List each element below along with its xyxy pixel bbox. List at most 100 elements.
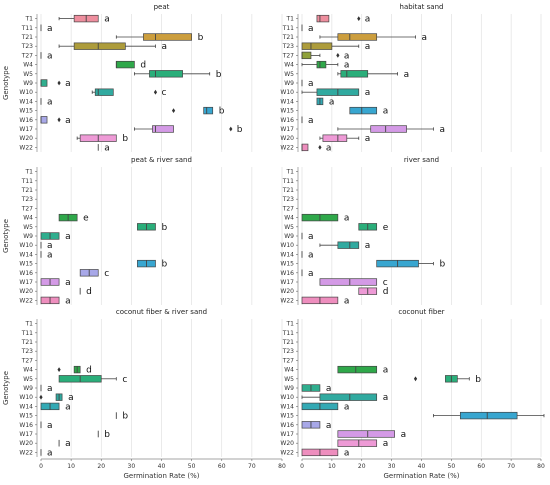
y-tick-label: W14 (280, 251, 294, 258)
y-tick-label: W22 (280, 449, 294, 456)
y-tick-label: W5 (23, 71, 33, 78)
box-W9 (41, 80, 47, 87)
y-tick-label: T1 (25, 169, 34, 176)
outlier-marker (357, 16, 360, 21)
y-tick-label: W5 (23, 376, 33, 383)
significance-letter: a (344, 296, 350, 306)
y-tick-label: W15 (19, 261, 33, 268)
box-T27 (302, 52, 311, 59)
outlier-marker (39, 395, 42, 400)
y-tick-label: T21 (21, 187, 33, 194)
y-tick-label: W16 (19, 422, 33, 429)
y-tick-label: W22 (280, 144, 294, 151)
y-tick-label: W20 (280, 440, 294, 447)
y-tick-label: W16 (280, 422, 294, 429)
x-tick-label: 50 (448, 463, 456, 470)
significance-letter: a (365, 134, 371, 144)
significance-letter: a (404, 70, 410, 80)
significance-letter: b (122, 134, 128, 144)
x-tick-label: 10 (328, 463, 336, 470)
x-tick-label: 30 (388, 463, 396, 470)
y-tick-label: T21 (21, 34, 33, 41)
y-tick-label: W16 (280, 117, 294, 124)
y-tick-label: W10 (19, 394, 33, 401)
y-tick-label: W14 (280, 98, 294, 105)
y-tick-label: T23 (21, 196, 33, 203)
significance-letter: a (326, 384, 332, 394)
y-tick-label: W9 (284, 385, 294, 392)
y-tick-label: W15 (19, 413, 33, 420)
y-tick-label: W14 (19, 403, 33, 410)
y-tick-label: T23 (282, 43, 294, 50)
y-tick-label: T23 (282, 196, 294, 203)
y-tick-label: W15 (19, 108, 33, 115)
significance-letter: c (122, 375, 127, 385)
y-tick-label: W17 (19, 279, 33, 286)
box-W10 (320, 394, 377, 401)
significance-letter: b (104, 430, 110, 440)
significance-letter: a (383, 439, 389, 449)
significance-letter: c (161, 88, 166, 98)
significance-letter: a (365, 88, 371, 98)
y-tick-label: W10 (19, 242, 33, 249)
y-tick-label: W15 (280, 413, 294, 420)
significance-letter: c (104, 269, 109, 279)
y-tick-label: W20 (19, 440, 33, 447)
significance-letter: a (65, 402, 71, 412)
significance-letter: a (383, 366, 389, 376)
y-tick-label: T1 (286, 169, 295, 176)
y-tick-label: T27 (21, 52, 33, 59)
y-tick-label: W15 (280, 261, 294, 268)
box-W5 (149, 70, 182, 77)
y-tick-label: W22 (19, 144, 33, 151)
y-tick-label: T11 (282, 178, 294, 185)
x-tick-label: 80 (278, 463, 286, 470)
y-axis-label: Genotype (2, 219, 10, 253)
significance-letter: b (122, 412, 128, 422)
significance-letter: a (161, 42, 167, 52)
y-tick-label: W10 (280, 394, 294, 401)
box-W16 (41, 116, 47, 123)
y-tick-label: W17 (19, 126, 33, 133)
box-W15 (204, 107, 213, 114)
y-tick-label: T27 (282, 357, 294, 364)
significance-letter: a (344, 402, 350, 412)
y-tick-label: W16 (280, 270, 294, 277)
significance-letter: a (344, 61, 350, 71)
y-tick-label: W9 (23, 80, 33, 87)
y-tick-label: W4 (23, 62, 33, 69)
y-tick-label: W17 (280, 431, 294, 438)
y-tick-label: T27 (282, 205, 294, 212)
x-tick-label: 60 (218, 463, 226, 470)
y-tick-label: T11 (21, 330, 33, 337)
significance-letter: a (344, 214, 350, 224)
significance-letter: a (326, 143, 332, 153)
significance-letter: b (219, 107, 225, 117)
box-W17 (338, 431, 395, 438)
significance-letter: a (308, 232, 314, 242)
outlier-marker (172, 108, 175, 113)
y-tick-label: T27 (21, 205, 33, 212)
y-tick-label: W14 (19, 98, 33, 105)
y-tick-label: W4 (284, 62, 294, 69)
y-tick-label: W4 (23, 215, 33, 222)
y-tick-label: W4 (23, 367, 33, 374)
significance-letter: b (439, 260, 445, 270)
x-tick-label: 20 (97, 463, 105, 470)
significance-letter: a (365, 42, 371, 52)
significance-letter: a (65, 439, 71, 449)
y-tick-label: W20 (280, 288, 294, 295)
significance-letter: a (308, 24, 314, 34)
outlier-marker (57, 81, 60, 86)
significance-letter: a (65, 116, 71, 126)
y-tick-label: T23 (282, 348, 294, 355)
y-tick-label: T23 (21, 348, 33, 355)
y-tick-label: T21 (282, 34, 294, 41)
significance-letter: b (198, 33, 204, 43)
y-tick-label: W22 (19, 297, 33, 304)
y-tick-label: W4 (284, 367, 294, 374)
significance-letter: b (237, 125, 243, 135)
y-tick-label: W16 (19, 117, 33, 124)
box-W5 (341, 70, 368, 77)
x-tick-label: 60 (477, 463, 485, 470)
